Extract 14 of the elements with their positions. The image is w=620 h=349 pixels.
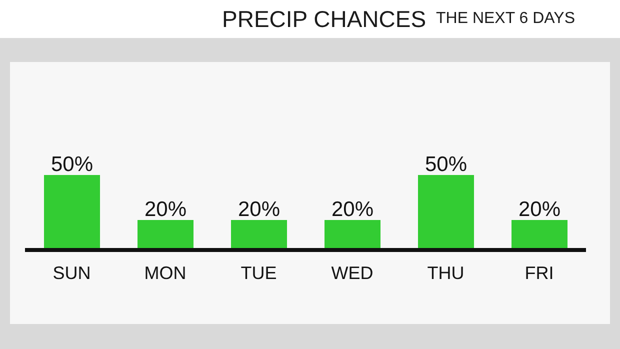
data-label: 20% bbox=[238, 198, 280, 221]
data-label: 50% bbox=[50, 153, 94, 176]
chart-subtitle: THE NEXT 6 DAYS bbox=[436, 10, 575, 28]
x-tick-label: TUE bbox=[240, 262, 277, 283]
chart-title: PRECIP CHANCES bbox=[222, 6, 426, 33]
data-label: 50% bbox=[424, 153, 468, 176]
data-label: 20% bbox=[144, 198, 187, 221]
x-tick-label: SUN bbox=[52, 262, 91, 283]
x-tick-label: MON bbox=[144, 262, 186, 283]
data-label: 20% bbox=[518, 198, 561, 221]
data-label: 20% bbox=[331, 198, 374, 221]
x-tick-label: FRI bbox=[524, 262, 554, 283]
x-tick-label: THU bbox=[427, 262, 464, 283]
x-tick-label: WED bbox=[331, 262, 374, 283]
